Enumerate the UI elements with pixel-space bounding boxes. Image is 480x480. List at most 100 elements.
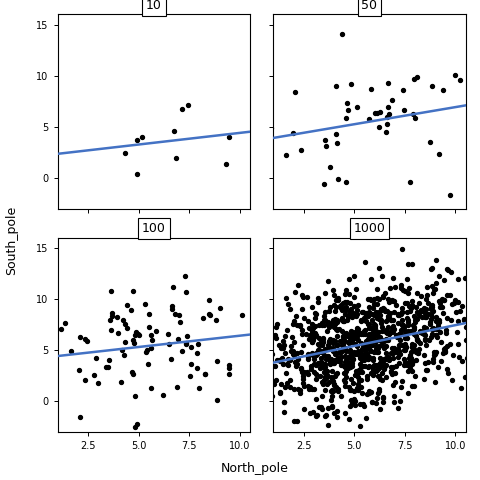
Point xyxy=(397,310,405,318)
Point xyxy=(428,313,436,321)
Point xyxy=(351,350,359,358)
Point xyxy=(353,327,361,335)
Point xyxy=(387,316,395,324)
Point xyxy=(332,83,339,90)
Point xyxy=(398,341,406,349)
Point xyxy=(300,382,307,390)
Point xyxy=(328,403,336,411)
Point xyxy=(277,344,285,351)
Point xyxy=(294,355,301,363)
Point xyxy=(374,328,382,336)
Point xyxy=(433,325,441,333)
Title: 1000: 1000 xyxy=(353,222,385,235)
Point xyxy=(120,351,128,359)
Point xyxy=(365,387,372,395)
Point xyxy=(330,359,337,366)
Point xyxy=(390,308,397,316)
Point xyxy=(347,352,355,360)
Point xyxy=(304,354,312,361)
Point xyxy=(104,363,112,371)
Point xyxy=(310,355,318,363)
Point xyxy=(143,348,150,355)
Point xyxy=(398,321,406,329)
Point xyxy=(342,348,350,355)
Point xyxy=(336,349,344,357)
Point xyxy=(373,366,381,373)
Point xyxy=(284,356,292,363)
Point xyxy=(272,376,279,384)
Point xyxy=(429,355,436,362)
Point xyxy=(335,387,342,395)
Point xyxy=(356,400,364,408)
Point xyxy=(388,345,396,352)
Point xyxy=(397,383,405,390)
Point xyxy=(372,346,380,353)
Point xyxy=(339,317,347,324)
Point xyxy=(320,369,327,376)
Point xyxy=(317,358,325,365)
Point xyxy=(366,333,373,340)
Point xyxy=(416,312,423,319)
Point xyxy=(443,365,451,373)
Point xyxy=(403,361,410,369)
Point xyxy=(331,308,338,315)
Point xyxy=(374,344,382,351)
Point xyxy=(357,384,365,391)
Point xyxy=(387,367,395,375)
Point xyxy=(332,350,339,358)
Point xyxy=(418,292,425,300)
Point xyxy=(377,359,385,367)
Point xyxy=(356,368,363,376)
Point xyxy=(384,312,392,320)
Point xyxy=(373,328,381,336)
Point xyxy=(333,333,341,340)
Point xyxy=(410,325,418,333)
Point xyxy=(375,372,383,380)
Point xyxy=(460,315,468,323)
Point xyxy=(324,327,331,335)
Point xyxy=(305,324,313,332)
Point xyxy=(426,319,434,326)
Point xyxy=(282,370,290,377)
Point xyxy=(297,386,304,394)
Point xyxy=(427,303,435,311)
Point xyxy=(324,353,332,360)
Point xyxy=(364,335,372,343)
Point xyxy=(367,369,374,376)
Point xyxy=(318,319,326,327)
Point xyxy=(444,266,452,274)
Point xyxy=(331,372,339,380)
Point xyxy=(386,298,394,305)
Point xyxy=(376,311,384,318)
Point xyxy=(406,351,414,359)
Point xyxy=(367,348,375,355)
Point xyxy=(314,359,322,367)
Point xyxy=(357,350,365,358)
Point xyxy=(231,361,239,369)
Point xyxy=(199,314,206,322)
Point xyxy=(385,356,393,363)
Point xyxy=(391,346,399,354)
Point xyxy=(333,407,340,415)
Point xyxy=(153,327,160,335)
Point xyxy=(399,321,407,329)
Point xyxy=(420,330,428,338)
Point xyxy=(298,291,306,299)
Point xyxy=(351,331,359,338)
Point xyxy=(129,288,137,295)
Point xyxy=(383,307,391,314)
Point xyxy=(386,328,394,336)
Point xyxy=(304,383,312,390)
Point xyxy=(147,384,155,392)
Point xyxy=(355,366,363,373)
Point xyxy=(194,340,202,348)
Point xyxy=(358,369,366,376)
Point xyxy=(322,412,329,420)
Point xyxy=(390,347,398,355)
Point xyxy=(321,386,329,394)
Point xyxy=(378,341,386,349)
Point xyxy=(437,338,445,346)
Point xyxy=(339,336,347,344)
Point xyxy=(456,308,464,315)
Point xyxy=(357,330,365,337)
